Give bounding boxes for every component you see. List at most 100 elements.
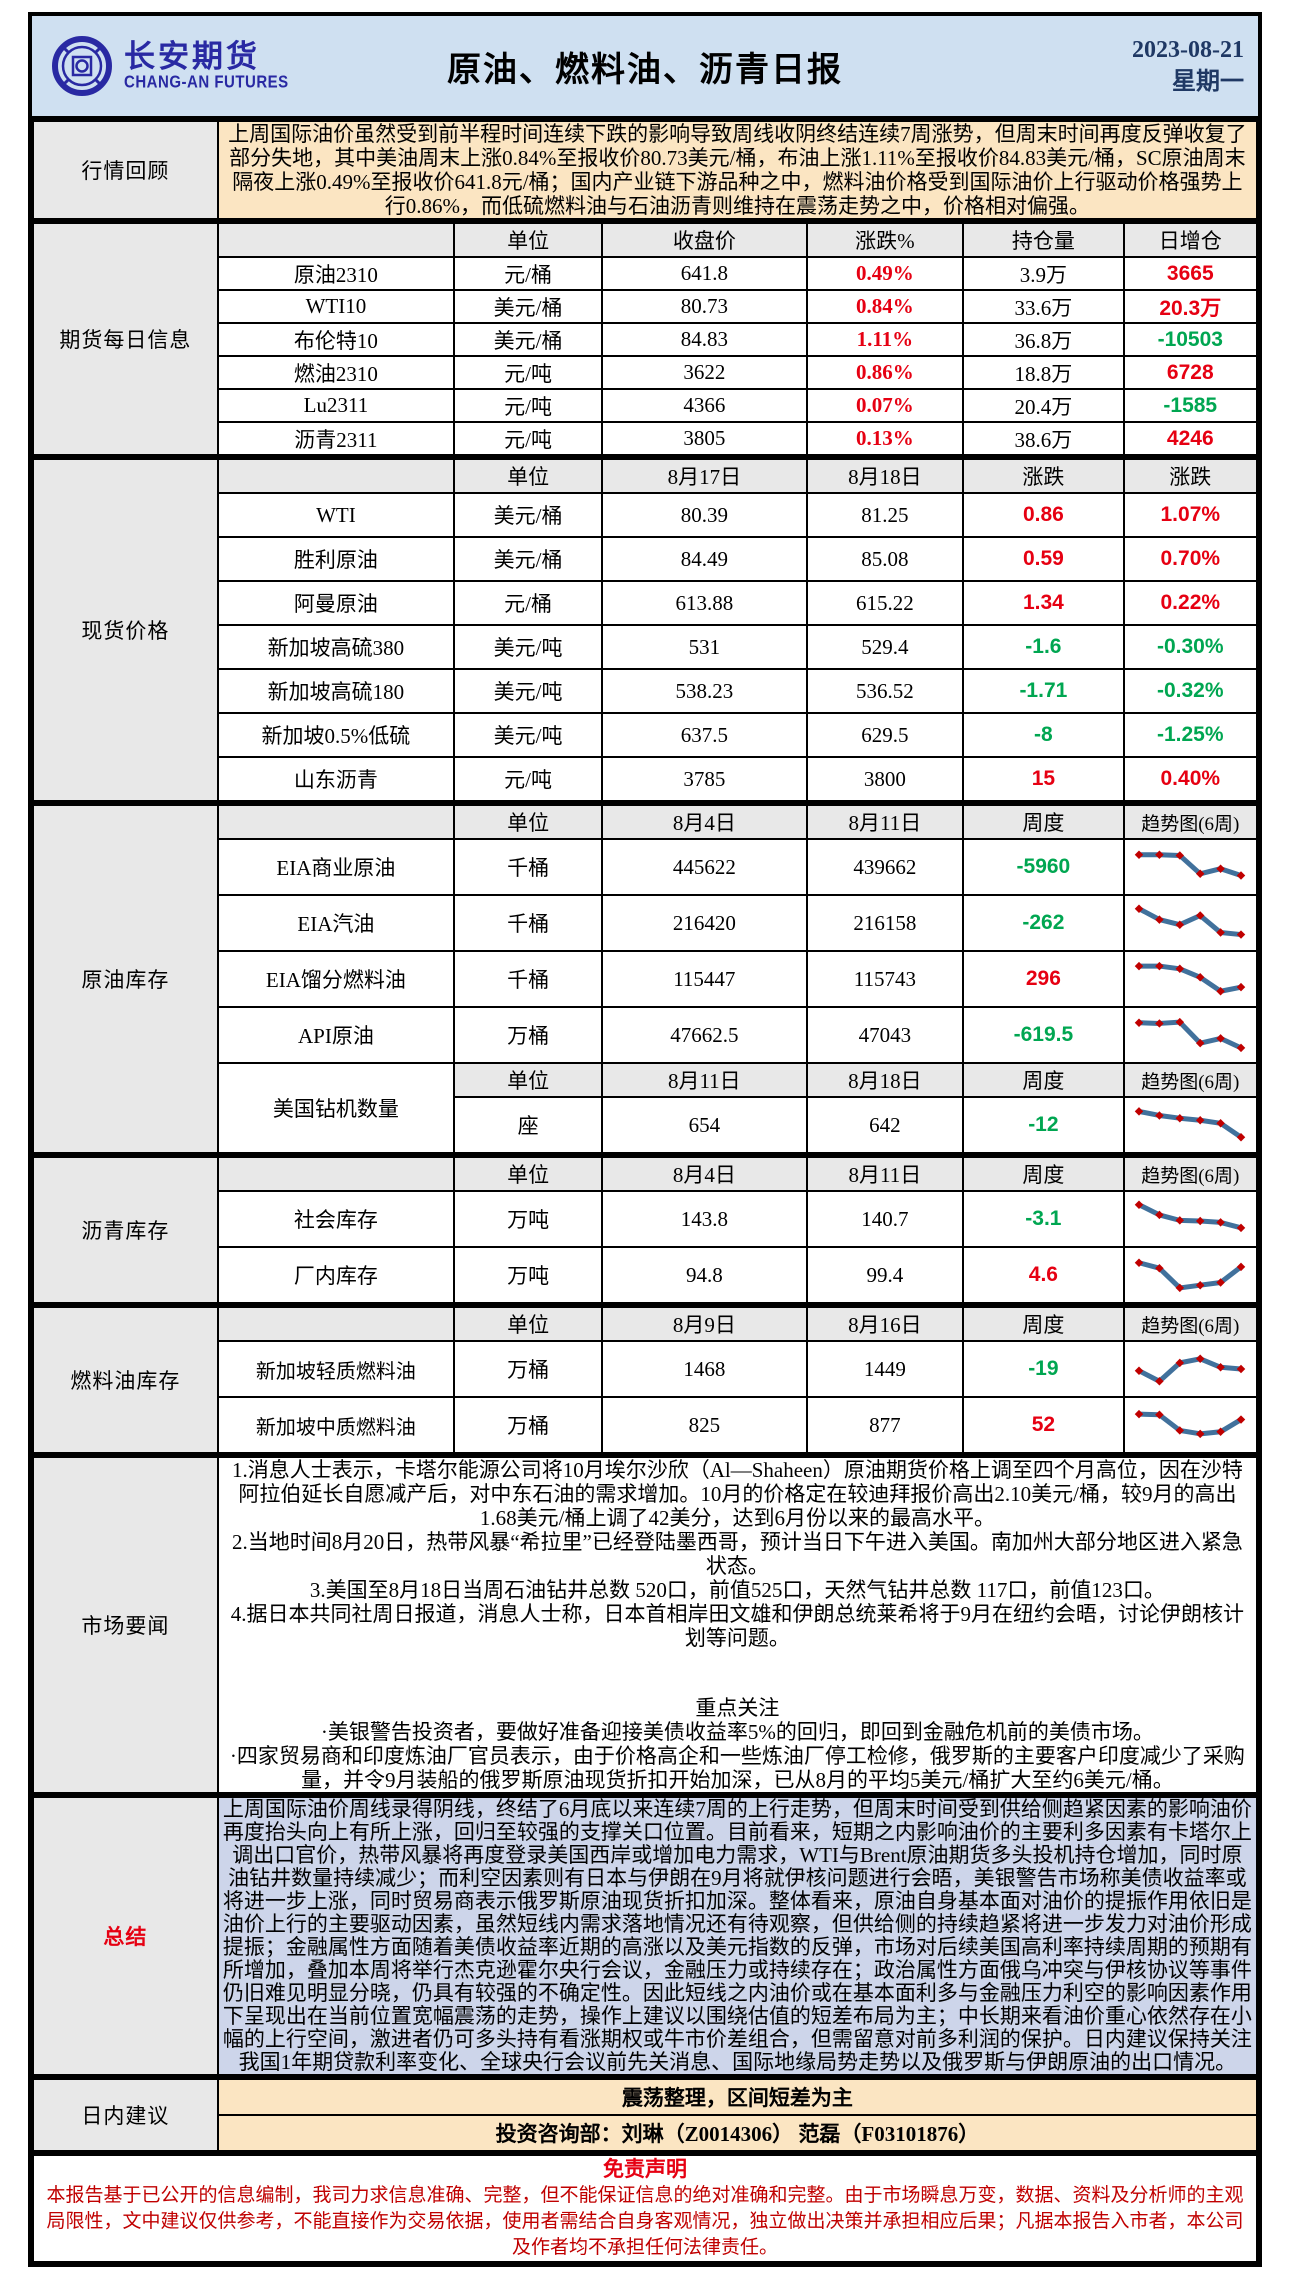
futures-daily-table: 期货每日信息 单位 收盘价 涨跌% 持仓量 日增仓 原油2310 元/桶 641…	[32, 220, 1259, 456]
unit: 座	[453, 1096, 604, 1154]
news-item: 1.消息人士表示，卡塔尔能源公司将10月埃尔沙欣（Al—Shaheen）原油期货…	[231, 1458, 1243, 1530]
table-row: 厂内库存 万吨 94.8 99.4 4.6	[33, 1246, 1259, 1304]
header-blank	[216, 1305, 456, 1342]
section-label-news: 市场要闻	[32, 1455, 219, 1794]
price-d1: 637.5	[601, 712, 808, 758]
oi-daily-change: 3665	[1122, 256, 1259, 291]
table-row: 燃油2310 元/吨 3622 0.86% 18.8万 6728	[33, 355, 1259, 390]
col-header-date2: 8月18日	[805, 457, 965, 494]
price-d2: 81.25	[805, 492, 965, 538]
close-price: 84.83	[601, 322, 808, 357]
price-d2: 629.5	[805, 712, 965, 758]
weekly-change: -262	[962, 894, 1125, 952]
changan-coin-logo-icon	[52, 36, 112, 96]
change-pct: 0.40%	[1122, 756, 1259, 802]
value-d2: 1449	[805, 1340, 965, 1398]
header-blank	[216, 803, 456, 840]
col-header-date2: 8月11日	[805, 1155, 965, 1192]
spot-name: 山东沥青	[216, 756, 456, 802]
close-price: 3622	[601, 355, 808, 390]
unit: 美元/吨	[453, 668, 604, 714]
header-blank	[216, 457, 456, 494]
col-header-unit: 单位	[453, 1155, 604, 1192]
weekly-change: 52	[962, 1396, 1125, 1454]
price-d1: 3785	[601, 756, 808, 802]
table-row: WTI 美元/桶 80.39 81.25 0.86 1.07%	[33, 492, 1259, 538]
weekly-change: -12	[962, 1096, 1125, 1154]
brand-name-cn: 长安期货	[124, 39, 260, 75]
table-row: 新加坡高硫180 美元/吨 538.23 536.52 -1.71 -0.32%	[33, 668, 1259, 714]
inventory-name: EIA馏分燃料油	[216, 950, 456, 1008]
market-review-section: 行情回顾 上周国际油价虽然受到前半程时间连续下跌的影响导致周线收阴终结连续7周涨…	[32, 120, 1259, 220]
table-row: 座 654 642 -12	[33, 1096, 1259, 1154]
price-d1: 531	[601, 624, 808, 670]
col-header-weekly: 周度	[962, 1062, 1125, 1098]
col-header-date2: 8月11日	[805, 803, 965, 840]
change-pct: -0.30%	[1122, 624, 1259, 670]
col-header-date2: 8月18日	[805, 1062, 965, 1098]
report-date: 2023-08-21 星期一	[1132, 34, 1258, 99]
section-label-review: 行情回顾	[32, 120, 219, 220]
date-value: 2023-08-21	[1132, 36, 1244, 63]
table-row: 新加坡轻质燃料油 万桶 1468 1449 -19	[33, 1340, 1259, 1398]
value-d1: 216420	[601, 894, 808, 952]
value-d2: 216158	[805, 894, 965, 952]
section-label-crude-inventory: 原油库存	[32, 803, 219, 1154]
disclaimer-block: 免责声明 本报告基于已公开的信息编制，我司力求信息准确、完整，但不能保证信息的绝…	[32, 2153, 1258, 2263]
value-d2: 99.4	[805, 1246, 965, 1304]
open-interest: 18.8万	[962, 355, 1125, 390]
table-row: 山东沥青 元/吨 3785 3800 15 0.40%	[33, 756, 1259, 802]
trend-sparkline	[1122, 838, 1259, 896]
change-pct: 0.70%	[1122, 536, 1259, 582]
close-price: 641.8	[601, 256, 808, 291]
close-price: 4366	[601, 388, 808, 423]
header-blank	[216, 221, 456, 258]
price-d1: 84.49	[601, 536, 808, 582]
col-header-unit: 单位	[453, 221, 604, 258]
price-d1: 80.39	[601, 492, 808, 538]
change-abs: 0.86	[962, 492, 1125, 538]
col-header-unit: 单位	[453, 457, 604, 494]
summary-section: 总结 上周国际油价周线录得阴线，终结了6月底以来连续7周的上行走势，但周末时间受…	[32, 1794, 1259, 2076]
inventory-name: EIA商业原油	[216, 838, 456, 896]
price-d2: 615.22	[805, 580, 965, 626]
contract-name: WTI10	[216, 289, 456, 324]
unit: 美元/吨	[453, 712, 604, 758]
col-header-date1: 8月17日	[601, 457, 808, 494]
value-d1: 47662.5	[601, 1006, 808, 1064]
focus-item: ·美银警告投资者，要做好准备迎接美债收益率5%的回归，即回到金融危机前的美债市场…	[320, 1720, 1154, 1744]
table-row: 新加坡0.5%低硫 美元/吨 637.5 629.5 -8 -1.25%	[33, 712, 1259, 758]
trend-sparkline	[1122, 1246, 1259, 1304]
unit: 美元/桶	[453, 536, 604, 582]
table-row: API原油 万桶 47662.5 47043 -619.5	[33, 1006, 1259, 1064]
news-item: 3.美国至8月18日当周石油钻井总数 520口，前值525口，天然气钻井总数 1…	[309, 1578, 1165, 1602]
col-header-trend: 趋势图(6周)	[1122, 1062, 1259, 1098]
news-item: 4.据日本共同社周日报道，消息人士称，日本首相岸田文雄和伊朗总统莱希将于9月在纽…	[230, 1602, 1245, 1650]
col-header-date1: 8月4日	[601, 1155, 808, 1192]
price-d2: 85.08	[805, 536, 965, 582]
unit: 万吨	[453, 1190, 604, 1248]
trend-sparkline	[1122, 1006, 1259, 1064]
inventory-name: EIA汽油	[216, 894, 456, 952]
change-pct: -0.32%	[1122, 668, 1259, 714]
col-header-chg-pct: 涨跌	[1122, 457, 1259, 494]
section-label-summary: 总结	[32, 1795, 219, 2076]
table-row: 社会库存 万吨 143.8 140.7 -3.1	[33, 1190, 1259, 1248]
unit: 元/吨	[453, 756, 604, 802]
unit: 元/吨	[453, 355, 604, 390]
trend-sparkline	[1122, 894, 1259, 952]
focus-title: 重点关注	[695, 1696, 780, 1720]
col-header-date1: 8月9日	[601, 1305, 808, 1342]
brand-name-en: CHANG-AN FUTURES	[124, 72, 289, 93]
weekly-change: -5960	[962, 838, 1125, 896]
col-header-oi-chg: 日增仓	[1122, 221, 1259, 258]
page-title: 原油、燃料油、沥青日报	[447, 51, 843, 89]
spot-price-table: 现货价格 单位 8月17日 8月18日 涨跌 涨跌 WTI 美元/桶 80.39…	[32, 456, 1259, 802]
disclaimer-title: 免责声明	[603, 2157, 687, 2181]
summary-text: 上周国际油价周线录得阴线，终结了6月底以来连续7周的上行走势，但周末时间受到供给…	[216, 1795, 1259, 2076]
value-d1: 143.8	[601, 1190, 808, 1248]
table-row: WTI10 美元/桶 80.73 0.84% 33.6万 20.3万	[33, 289, 1259, 324]
weekday-value: 星期一	[1172, 69, 1244, 95]
table-row: 布伦特10 美元/桶 84.83 1.11% 36.8万 -10503	[33, 322, 1259, 357]
section-label-fuel-inventory: 燃料油库存	[32, 1305, 219, 1454]
